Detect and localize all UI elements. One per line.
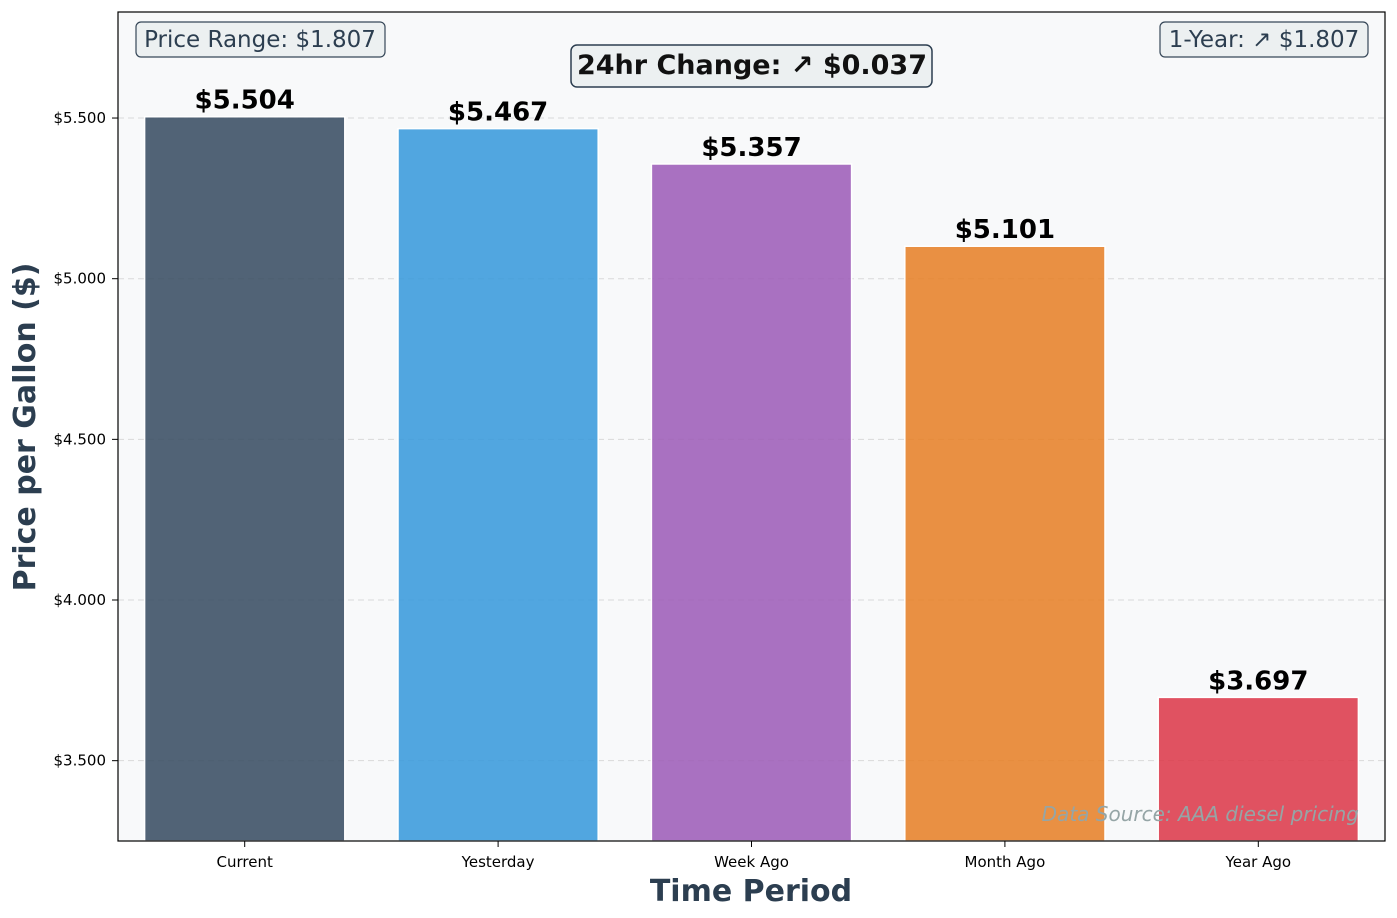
- y-tick-label: $4.500: [54, 430, 107, 448]
- y-tick-label: $3.500: [54, 752, 107, 770]
- bar-current: [143, 115, 346, 842]
- x-tick-label: Current: [217, 853, 273, 871]
- one-year-text: 1-Year: ↗ $1.807: [1169, 27, 1360, 53]
- y-axis-title: Price per Gallon ($): [8, 263, 43, 592]
- price-range-box: Price Range: $1.807: [135, 21, 386, 58]
- bar-value-label: $5.504: [195, 86, 295, 116]
- price-range-box-bg: [135, 21, 386, 58]
- bar-value-label: $5.357: [701, 133, 801, 163]
- bar-yesterday: [397, 127, 599, 842]
- bar-value-label: $3.697: [1208, 666, 1308, 696]
- bar-week-ago: [650, 163, 853, 842]
- y-tick-label: $5.000: [54, 270, 107, 288]
- x-tick-label: Year Ago: [1225, 853, 1292, 871]
- change-24hr-box-bg: [570, 44, 933, 88]
- price-range-text: Price Range: $1.807: [144, 27, 376, 53]
- x-tick-label: Month Ago: [965, 853, 1046, 871]
- y-tick-label: $4.000: [54, 591, 107, 609]
- bar-month-ago: [904, 245, 1106, 842]
- bar-value-label: $5.101: [955, 215, 1055, 245]
- bars: [143, 115, 1360, 842]
- x-axis-ticks: Current Yesterday Week Ago Month Ago Year Ag…: [217, 841, 1292, 871]
- y-tick-label: $5.500: [54, 109, 107, 127]
- x-tick-label: Week Ago: [714, 853, 789, 871]
- data-source-text: Data Source: AAA diesel pricing: [1042, 802, 1359, 826]
- bar-year-ago: [1157, 696, 1360, 842]
- change-24hr-text: 24hr Change: ↗ $0.037: [577, 50, 927, 81]
- bar-value-label: $5.467: [448, 98, 548, 128]
- change-24hr-box: 24hr Change: ↗ $0.037: [570, 44, 933, 88]
- y-axis-ticks: $3.500 $4.000 $4.500 $5.000 $5.500: [54, 109, 118, 770]
- one-year-box: 1-Year: ↗ $1.807: [1159, 21, 1369, 58]
- x-axis-title: Time Period: [650, 874, 852, 909]
- value-labels: $5.504 $5.467 $5.357 $5.101 $3.697: [195, 86, 1309, 697]
- one-year-box-bg: [1159, 21, 1369, 58]
- x-tick-label: Yesterday: [461, 853, 535, 871]
